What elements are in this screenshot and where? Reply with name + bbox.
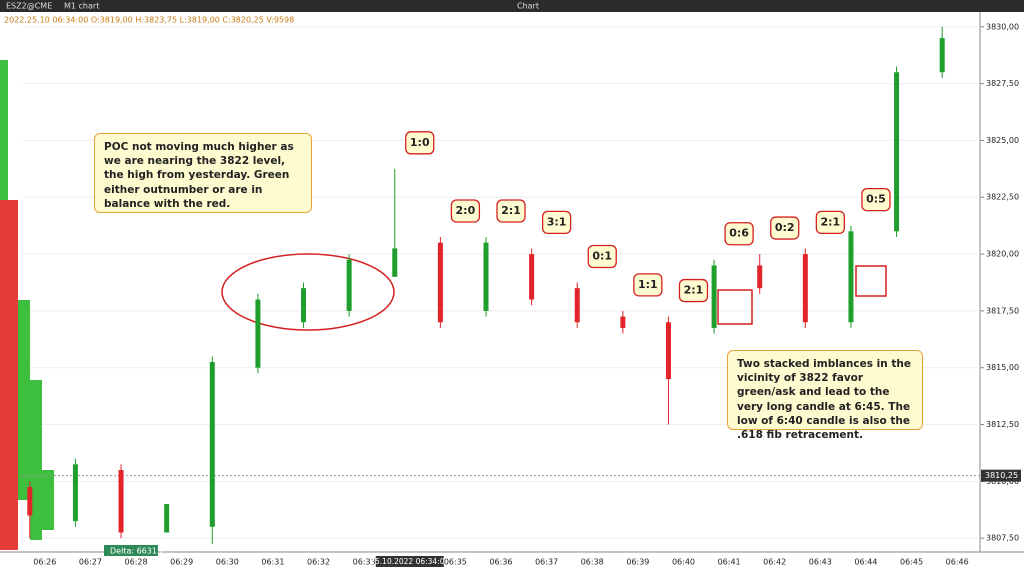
crosshair-time-box <box>375 556 444 567</box>
ratio-badge <box>770 216 800 240</box>
x-tick-label: 06:33 <box>353 558 376 567</box>
annotation: POC not moving much higher as we are nea… <box>94 133 312 213</box>
ratio-label: 0:6 <box>729 227 749 240</box>
candle-body <box>757 265 763 289</box>
candle-body <box>437 242 443 323</box>
window-title: Chart <box>517 2 539 11</box>
candle-body <box>164 504 170 533</box>
candle-body <box>301 288 307 323</box>
x-tick-label: 06:42 <box>763 558 786 567</box>
ratio-label: 2:1 <box>684 284 704 297</box>
highlight-ellipse <box>221 253 395 331</box>
candle-body <box>574 288 580 323</box>
ratio-badge <box>587 244 617 269</box>
candle-body <box>72 464 78 522</box>
imbalance-box <box>717 289 753 325</box>
x-tick-label: 06:37 <box>535 558 558 567</box>
ratio-label: 2:1 <box>820 215 840 228</box>
delta: Delta: 66315 <box>110 547 162 556</box>
candle-body <box>939 38 945 73</box>
candle-body <box>209 362 215 527</box>
candle-body <box>529 254 535 300</box>
x-tick-label: 06:39 <box>626 558 649 567</box>
ratio-badge <box>724 222 754 246</box>
candle-body <box>802 254 808 323</box>
volume-total: 1897460519040920 <box>46 558 127 567</box>
candle-body <box>392 248 398 277</box>
x-tick-label: 06:44 <box>854 558 877 567</box>
x-tick-label: 06:45 <box>900 558 923 567</box>
x-tick-label: 06:46 <box>946 558 969 567</box>
candle-body <box>848 231 854 323</box>
y-tick-label: 3807,50 <box>986 534 1019 543</box>
candle-body <box>711 265 717 328</box>
x-tick-label: 06:28 <box>125 558 148 567</box>
y-tick-label: 3825,00 <box>986 136 1019 145</box>
ratio-badge <box>496 199 526 223</box>
ratio-badge <box>450 199 481 223</box>
ratio-badge <box>861 188 891 212</box>
y-tick-label: 3827,50 <box>986 79 1019 88</box>
candle-body <box>620 316 626 328</box>
ohlc-info: 2022.25.10 06:34:00 O:3819,00 H:3823,75 … <box>4 16 294 25</box>
ratio-label: 2:0 <box>456 204 476 217</box>
ratio-badge <box>541 210 572 235</box>
last-price-box <box>981 469 1021 482</box>
x-tick-label: 06:32 <box>307 558 330 567</box>
x-tick-label: 06:27 <box>79 558 102 567</box>
ratio-label: 1:0 <box>410 136 430 149</box>
candle-body <box>118 469 124 533</box>
volume-profile <box>0 60 54 550</box>
y-tick-label: 3822,50 <box>986 193 1019 202</box>
y-tick-label: 3815,00 <box>986 363 1019 372</box>
ratio-label: 3:1 <box>547 215 567 228</box>
x-tick-label: 06:30 <box>216 558 239 567</box>
candle-body <box>483 242 489 311</box>
candle-body <box>27 487 33 516</box>
timeframe: M1 chart <box>64 2 99 11</box>
annotation: Two stacked imblances in the vicinity of… <box>727 350 923 441</box>
ratio-label: 2:1 <box>501 204 521 217</box>
y-tick-label: 3812,50 <box>986 420 1019 429</box>
x-tick-label: 25.10.2022 06:34:00 <box>370 557 449 566</box>
x-tick-label: 06:38 <box>581 558 604 567</box>
delta-box <box>104 545 158 556</box>
x-tick-label: 06:40 <box>672 558 695 567</box>
x-tick-label: 06:36 <box>489 558 512 567</box>
ratio-badge <box>678 278 709 303</box>
ratio-label: 0:1 <box>592 249 612 262</box>
x-tick-label: 06:41 <box>718 558 741 567</box>
x-tick-label: 06:31 <box>261 558 284 567</box>
ratio-label: 1:1 <box>638 278 658 291</box>
ratio-badge <box>405 131 435 155</box>
x-tick-label: 06:43 <box>809 558 832 567</box>
symbol: ESZ2@CME <box>6 2 52 11</box>
candle-body <box>894 72 900 232</box>
ratio-label: 0:5 <box>866 193 886 206</box>
y-tick-label: 3820,00 <box>986 250 1019 259</box>
y-tick-label: 3830,00 <box>986 22 1019 31</box>
candle-body <box>346 259 352 311</box>
x-tick-label: 06:35 <box>444 558 467 567</box>
candle-body <box>255 299 261 368</box>
candle-body <box>665 322 671 380</box>
ratio-label: 0:2 <box>775 221 795 234</box>
x-tick-label: 06:26 <box>33 558 56 567</box>
ratio-badge <box>633 273 663 297</box>
ratio-badge <box>815 210 845 235</box>
imbalance-box <box>855 265 887 297</box>
x-tick-label: 06:29 <box>170 558 193 567</box>
y-tick-label: 3817,50 <box>986 306 1019 315</box>
last-price-label: 3810,25 <box>985 471 1018 480</box>
title-bar <box>0 0 1024 12</box>
